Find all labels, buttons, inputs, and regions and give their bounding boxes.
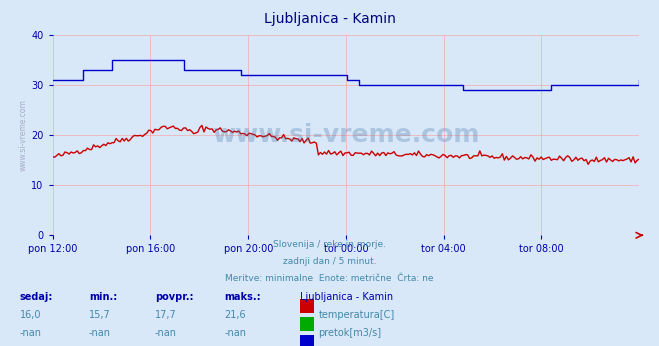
Text: maks.:: maks.: <box>224 292 261 302</box>
Text: povpr.:: povpr.: <box>155 292 193 302</box>
Text: pretok[m3/s]: pretok[m3/s] <box>318 328 382 338</box>
Text: temperatura[C]: temperatura[C] <box>318 310 395 320</box>
Text: 17,7: 17,7 <box>155 310 177 320</box>
Text: Meritve: minimalne  Enote: metrične  Črta: ne: Meritve: minimalne Enote: metrične Črta:… <box>225 274 434 283</box>
Text: 15,7: 15,7 <box>89 310 111 320</box>
Text: www.si-vreme.com: www.si-vreme.com <box>18 99 28 171</box>
Text: www.si-vreme.com: www.si-vreme.com <box>212 123 480 147</box>
Text: 21,6: 21,6 <box>224 310 246 320</box>
Text: sedaj:: sedaj: <box>20 292 53 302</box>
Text: -nan: -nan <box>89 328 111 338</box>
Text: -nan: -nan <box>20 328 42 338</box>
Text: 16,0: 16,0 <box>20 310 42 320</box>
Text: zadnji dan / 5 minut.: zadnji dan / 5 minut. <box>283 257 376 266</box>
Text: -nan: -nan <box>155 328 177 338</box>
Text: Ljubljanica - Kamin: Ljubljanica - Kamin <box>264 12 395 26</box>
Text: -nan: -nan <box>224 328 246 338</box>
Text: Ljubljanica - Kamin: Ljubljanica - Kamin <box>300 292 393 302</box>
Text: Slovenija / reke in morje.: Slovenija / reke in morje. <box>273 240 386 249</box>
Text: min.:: min.: <box>89 292 117 302</box>
